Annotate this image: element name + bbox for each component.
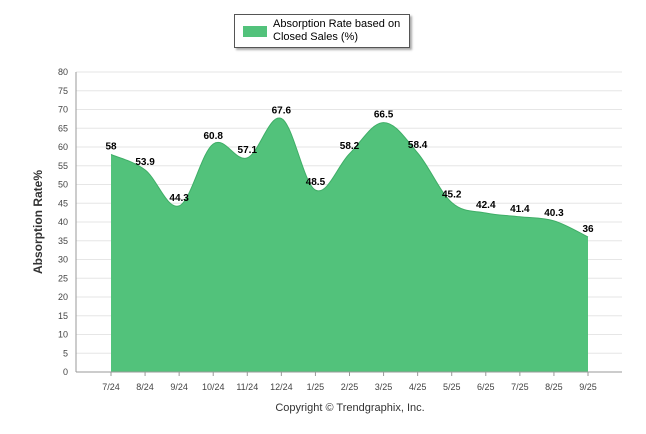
y-tick-label: 80	[58, 67, 68, 77]
data-label: 67.6	[272, 106, 292, 117]
x-tick-label: 7/24	[102, 382, 120, 392]
y-tick-label: 0	[63, 367, 68, 377]
data-label: 45.2	[442, 190, 462, 201]
data-label: 58.2	[340, 141, 360, 152]
x-tick-label: 9/24	[170, 382, 188, 392]
legend-label: Absorption Rate based on Closed Sales (%…	[273, 18, 401, 43]
x-tick-label: 9/25	[579, 382, 597, 392]
data-label: 42.4	[476, 200, 496, 211]
x-tick-label: 12/24	[270, 382, 293, 392]
y-tick-label: 75	[58, 86, 68, 96]
data-label: 40.3	[544, 208, 564, 219]
series-area	[111, 117, 588, 372]
y-tick-label: 55	[58, 161, 68, 171]
y-tick-label: 20	[58, 292, 68, 302]
y-tick-label: 35	[58, 236, 68, 246]
data-label: 58	[105, 142, 117, 153]
x-tick-label: 3/25	[375, 382, 393, 392]
legend: Absorption Rate based on Closed Sales (%…	[234, 14, 410, 48]
y-tick-label: 50	[58, 180, 68, 190]
y-tick-label: 40	[58, 217, 68, 227]
x-tick-label: 6/25	[477, 382, 495, 392]
x-tick-label: 5/25	[443, 382, 461, 392]
y-axis-title: Absorption Rate%	[31, 170, 45, 274]
y-tick-label: 10	[58, 330, 68, 340]
y-tick-label: 25	[58, 273, 68, 283]
legend-swatch	[243, 26, 267, 37]
data-label: 66.5	[374, 110, 394, 121]
x-tick-label: 8/24	[136, 382, 154, 392]
y-tick-label: 45	[58, 198, 68, 208]
y-tick-label: 70	[58, 105, 68, 115]
x-tick-label: 11/24	[236, 382, 258, 392]
x-tick-label: 8/25	[545, 382, 563, 392]
data-label: 41.4	[510, 204, 530, 215]
data-label: 53.9	[135, 157, 155, 168]
data-labels: 58 53.9 44.3 60.8 57.1 67.6 48.5 58.2 66.5 58.4 45…	[105, 106, 594, 236]
data-label: 44.3	[169, 193, 189, 204]
area-layer	[110, 117, 589, 372]
copyright-text: Copyright © Trendgraphix, Inc.	[275, 402, 425, 414]
axes: 0 5 10 15 20 25 30 35 40 45 50 55 60 65 70 75 80 7/24 8/24…	[31, 67, 622, 392]
x-tick-label: 7/25	[511, 382, 529, 392]
y-tick-label: 30	[58, 255, 68, 265]
x-tick-label: 2/25	[341, 382, 359, 392]
y-tick-label: 60	[58, 142, 68, 152]
y-tick-label: 5	[63, 348, 68, 358]
y-tick-label: 65	[58, 123, 68, 133]
data-label: 36	[582, 224, 594, 235]
x-tick-label: 10/24	[202, 382, 225, 392]
data-label: 57.1	[238, 145, 258, 156]
data-label: 48.5	[306, 177, 326, 188]
series-line	[110, 117, 589, 238]
x-tick-label: 1/25	[307, 382, 325, 392]
data-label: 60.8	[203, 131, 223, 142]
x-tick-label: 4/25	[409, 382, 427, 392]
data-label: 58.4	[408, 140, 428, 151]
y-tick-label: 15	[58, 311, 68, 321]
